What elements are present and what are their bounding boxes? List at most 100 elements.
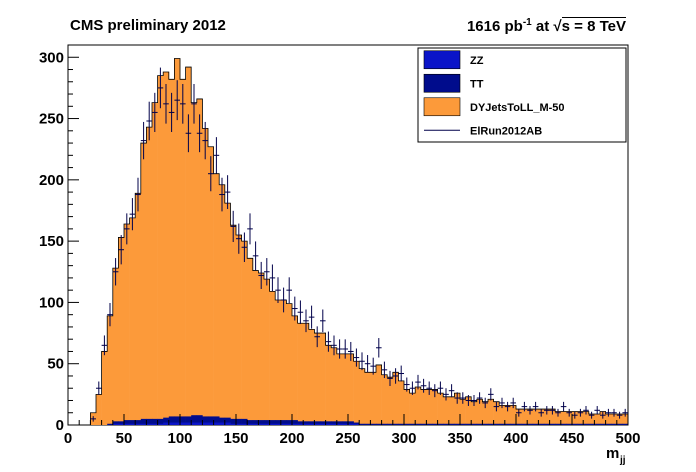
bar-tt xyxy=(135,420,142,425)
bar-tt xyxy=(258,420,265,425)
bar-tt xyxy=(320,421,326,425)
bar-dyjetstoll-m-50 xyxy=(314,333,321,425)
bar-tt xyxy=(286,420,293,425)
bar-tt xyxy=(124,420,130,425)
bar-dyjetstoll-m-50 xyxy=(622,413,629,425)
bar-dyjetstoll-m-50 xyxy=(471,401,478,425)
bar-dyjetstoll-m-50 xyxy=(504,405,511,425)
bar-tt xyxy=(152,418,158,425)
bar-zz xyxy=(269,423,276,425)
bar-dyjetstoll-m-50 xyxy=(286,303,293,425)
bar-dyjetstoll-m-50 xyxy=(135,193,142,425)
bar-tt xyxy=(140,418,147,425)
bar-zz xyxy=(196,422,203,425)
bar-zz xyxy=(258,423,265,425)
bar-tt xyxy=(404,423,410,425)
bar-tt xyxy=(247,420,254,425)
bar-dyjetstoll-m-50 xyxy=(583,411,590,425)
bar-tt xyxy=(555,423,562,425)
bar-tt xyxy=(538,423,545,425)
legend-label: ElRun2012AB xyxy=(470,125,542,137)
bar-dyjetstoll-m-50 xyxy=(247,258,254,425)
bar-zz xyxy=(308,423,315,425)
bar-tt xyxy=(499,423,506,425)
bar-tt xyxy=(208,416,214,425)
bar-tt xyxy=(364,423,371,425)
experiment-label: CMS preliminary 2012 xyxy=(70,17,226,34)
bar-zz xyxy=(224,422,231,425)
bar-tt xyxy=(465,423,472,425)
bar-tt xyxy=(605,423,612,425)
bar-tt xyxy=(415,423,422,425)
bar-tt xyxy=(482,423,489,425)
bar-zz xyxy=(331,423,338,425)
bar-dyjetstoll-m-50 xyxy=(146,127,153,426)
x-tick-label: 300 xyxy=(391,430,416,447)
bar-dyjetstoll-m-50 xyxy=(230,225,237,425)
bar-tt xyxy=(107,423,114,425)
bar-zz xyxy=(314,423,321,425)
bar-zz xyxy=(264,423,270,425)
bar-tt xyxy=(129,420,136,425)
bar-zz xyxy=(118,423,125,425)
lumi-value: 1616 pb xyxy=(466,18,523,35)
bar-dyjetstoll-m-50 xyxy=(460,399,466,425)
bar-tt xyxy=(219,417,226,425)
legend-label: TT xyxy=(470,78,484,90)
legend-label: ZZ xyxy=(470,55,484,67)
stack-outline xyxy=(90,58,629,425)
bar-zz xyxy=(174,422,181,425)
bar-tt xyxy=(168,416,175,425)
bar-dyjetstoll-m-50 xyxy=(516,409,522,425)
x-tick-label: 0 xyxy=(64,430,72,447)
bar-tt xyxy=(600,423,606,425)
bar-dyjetstoll-m-50 xyxy=(191,102,198,425)
legend-swatch-zz xyxy=(423,50,461,70)
bar-tt xyxy=(146,418,153,425)
bar-tt xyxy=(448,423,455,425)
bar-dyjetstoll-m-50 xyxy=(320,333,326,425)
bar-tt xyxy=(303,421,310,425)
bar-tt xyxy=(308,421,315,425)
bar-dyjetstoll-m-50 xyxy=(258,273,265,425)
bar-dyjetstoll-m-50 xyxy=(409,393,416,425)
bar-dyjetstoll-m-50 xyxy=(465,396,472,425)
bar-dyjetstoll-m-50 xyxy=(415,387,422,425)
bar-dyjetstoll-m-50 xyxy=(224,203,231,425)
y-tick-label: 150 xyxy=(39,233,64,250)
bar-tt xyxy=(437,423,444,425)
bar-dyjetstoll-m-50 xyxy=(219,184,226,425)
bar-dyjetstoll-m-50 xyxy=(588,413,595,425)
bar-tt xyxy=(504,423,511,425)
bar-dyjetstoll-m-50 xyxy=(532,409,539,425)
lumi-at: at xyxy=(535,18,550,35)
bar-zz xyxy=(336,423,343,425)
bar-tt xyxy=(527,423,534,425)
bar-zz xyxy=(208,422,214,425)
x-tick-label: 150 xyxy=(223,430,248,447)
bar-zz xyxy=(191,422,198,425)
luminosity-label: 1616 pb-1 at √s = 8 TeV xyxy=(467,17,626,35)
bar-dyjetstoll-m-50 xyxy=(398,380,405,425)
bar-dyjetstoll-m-50 xyxy=(594,413,601,425)
bar-dyjetstoll-m-50 xyxy=(443,396,450,425)
bar-tt xyxy=(224,417,231,425)
bar-zz xyxy=(348,423,354,425)
bar-dyjetstoll-m-50 xyxy=(364,372,371,425)
bar-tt xyxy=(269,420,276,425)
bar-dyjetstoll-m-50 xyxy=(275,299,282,425)
bar-zz xyxy=(152,423,158,425)
bar-dyjetstoll-m-50 xyxy=(488,399,494,425)
bar-dyjetstoll-m-50 xyxy=(605,413,612,425)
bar-dyjetstoll-m-50 xyxy=(213,173,220,425)
bar-dyjetstoll-m-50 xyxy=(196,98,203,425)
bar-zz xyxy=(241,423,248,425)
bar-dyjetstoll-m-50 xyxy=(101,351,108,425)
bar-zz xyxy=(275,423,282,425)
bar-zz xyxy=(236,423,242,425)
bar-zz xyxy=(112,423,119,425)
bar-dyjetstoll-m-50 xyxy=(510,405,517,425)
bar-dyjetstoll-m-50 xyxy=(482,401,489,425)
bar-tt xyxy=(174,416,181,425)
bar-dyjetstoll-m-50 xyxy=(476,399,483,425)
